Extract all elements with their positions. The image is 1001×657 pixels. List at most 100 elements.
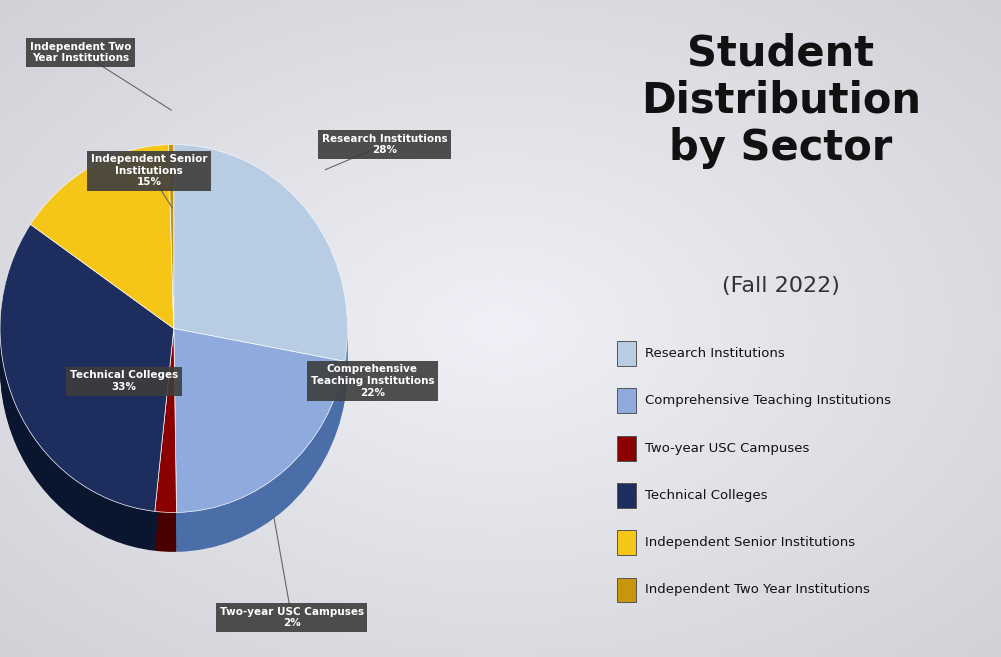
Text: Two-year USC Campuses: Two-year USC Campuses (645, 442, 809, 455)
Wedge shape (174, 358, 344, 542)
Wedge shape (30, 145, 174, 328)
Wedge shape (0, 230, 174, 517)
Wedge shape (155, 362, 176, 546)
Wedge shape (168, 145, 174, 328)
Wedge shape (174, 328, 344, 512)
Wedge shape (168, 172, 174, 356)
Wedge shape (0, 242, 174, 529)
Wedge shape (174, 174, 347, 391)
FancyBboxPatch shape (617, 578, 636, 602)
Wedge shape (155, 366, 176, 550)
Wedge shape (0, 248, 174, 535)
Text: Student
Distribution
by Sector: Student Distribution by Sector (641, 33, 921, 169)
Wedge shape (174, 336, 344, 520)
Wedge shape (174, 362, 344, 546)
Wedge shape (0, 252, 174, 539)
Wedge shape (168, 184, 174, 368)
Wedge shape (155, 344, 176, 528)
Wedge shape (155, 346, 176, 530)
Wedge shape (174, 152, 347, 369)
Wedge shape (174, 344, 344, 528)
Wedge shape (174, 364, 344, 548)
Wedge shape (0, 244, 174, 531)
Wedge shape (30, 160, 174, 344)
Wedge shape (30, 168, 174, 352)
Wedge shape (174, 182, 347, 399)
Wedge shape (155, 360, 176, 544)
Wedge shape (0, 238, 174, 525)
Text: Two-year USC Campuses
2%: Two-year USC Campuses 2% (219, 607, 363, 628)
Wedge shape (30, 174, 174, 358)
Wedge shape (174, 368, 344, 552)
FancyBboxPatch shape (617, 388, 636, 413)
Wedge shape (168, 178, 174, 362)
Wedge shape (174, 354, 344, 538)
Wedge shape (0, 263, 174, 551)
Wedge shape (30, 180, 174, 364)
Wedge shape (174, 184, 347, 401)
Wedge shape (0, 236, 174, 523)
Wedge shape (0, 254, 174, 541)
Wedge shape (174, 150, 347, 367)
FancyBboxPatch shape (617, 341, 636, 366)
Wedge shape (174, 178, 347, 395)
Wedge shape (174, 340, 344, 524)
Wedge shape (174, 148, 347, 365)
Wedge shape (168, 176, 174, 360)
Text: Independent Senior
Institutions
15%: Independent Senior Institutions 15% (91, 154, 207, 187)
Wedge shape (168, 147, 174, 330)
Wedge shape (174, 180, 347, 397)
Wedge shape (174, 162, 347, 379)
Wedge shape (155, 334, 176, 518)
Wedge shape (174, 342, 344, 526)
Wedge shape (155, 350, 176, 534)
Wedge shape (168, 174, 174, 358)
Wedge shape (174, 170, 347, 387)
Wedge shape (30, 150, 174, 334)
Wedge shape (30, 148, 174, 332)
Wedge shape (30, 154, 174, 338)
Wedge shape (0, 226, 174, 513)
Wedge shape (174, 334, 344, 518)
Wedge shape (174, 154, 347, 371)
Wedge shape (168, 164, 174, 348)
FancyBboxPatch shape (617, 436, 636, 461)
Wedge shape (30, 172, 174, 356)
Wedge shape (174, 356, 344, 540)
Wedge shape (174, 352, 344, 536)
Wedge shape (174, 158, 347, 375)
Wedge shape (30, 147, 174, 330)
Wedge shape (0, 250, 174, 537)
Wedge shape (174, 348, 344, 532)
Wedge shape (0, 256, 174, 543)
Wedge shape (174, 328, 344, 512)
Wedge shape (30, 176, 174, 360)
Wedge shape (174, 164, 347, 381)
Text: Comprehensive Teaching Institutions: Comprehensive Teaching Institutions (645, 394, 891, 407)
Wedge shape (174, 176, 347, 393)
Wedge shape (155, 328, 176, 512)
Wedge shape (30, 145, 174, 328)
Wedge shape (30, 164, 174, 348)
Wedge shape (155, 348, 176, 532)
Wedge shape (168, 170, 174, 354)
Wedge shape (174, 160, 347, 377)
Wedge shape (155, 364, 176, 548)
FancyBboxPatch shape (617, 483, 636, 508)
Wedge shape (174, 172, 347, 389)
Wedge shape (168, 154, 174, 338)
Wedge shape (30, 152, 174, 336)
Wedge shape (155, 352, 176, 536)
Wedge shape (174, 166, 347, 383)
Wedge shape (168, 145, 174, 328)
Wedge shape (30, 158, 174, 342)
Wedge shape (174, 330, 344, 514)
Wedge shape (155, 330, 176, 514)
Wedge shape (155, 368, 176, 552)
Wedge shape (0, 261, 174, 549)
Wedge shape (0, 260, 174, 547)
Wedge shape (30, 166, 174, 350)
Wedge shape (155, 358, 176, 542)
Wedge shape (0, 228, 174, 515)
Text: Research Institutions
28%: Research Institutions 28% (322, 134, 447, 155)
